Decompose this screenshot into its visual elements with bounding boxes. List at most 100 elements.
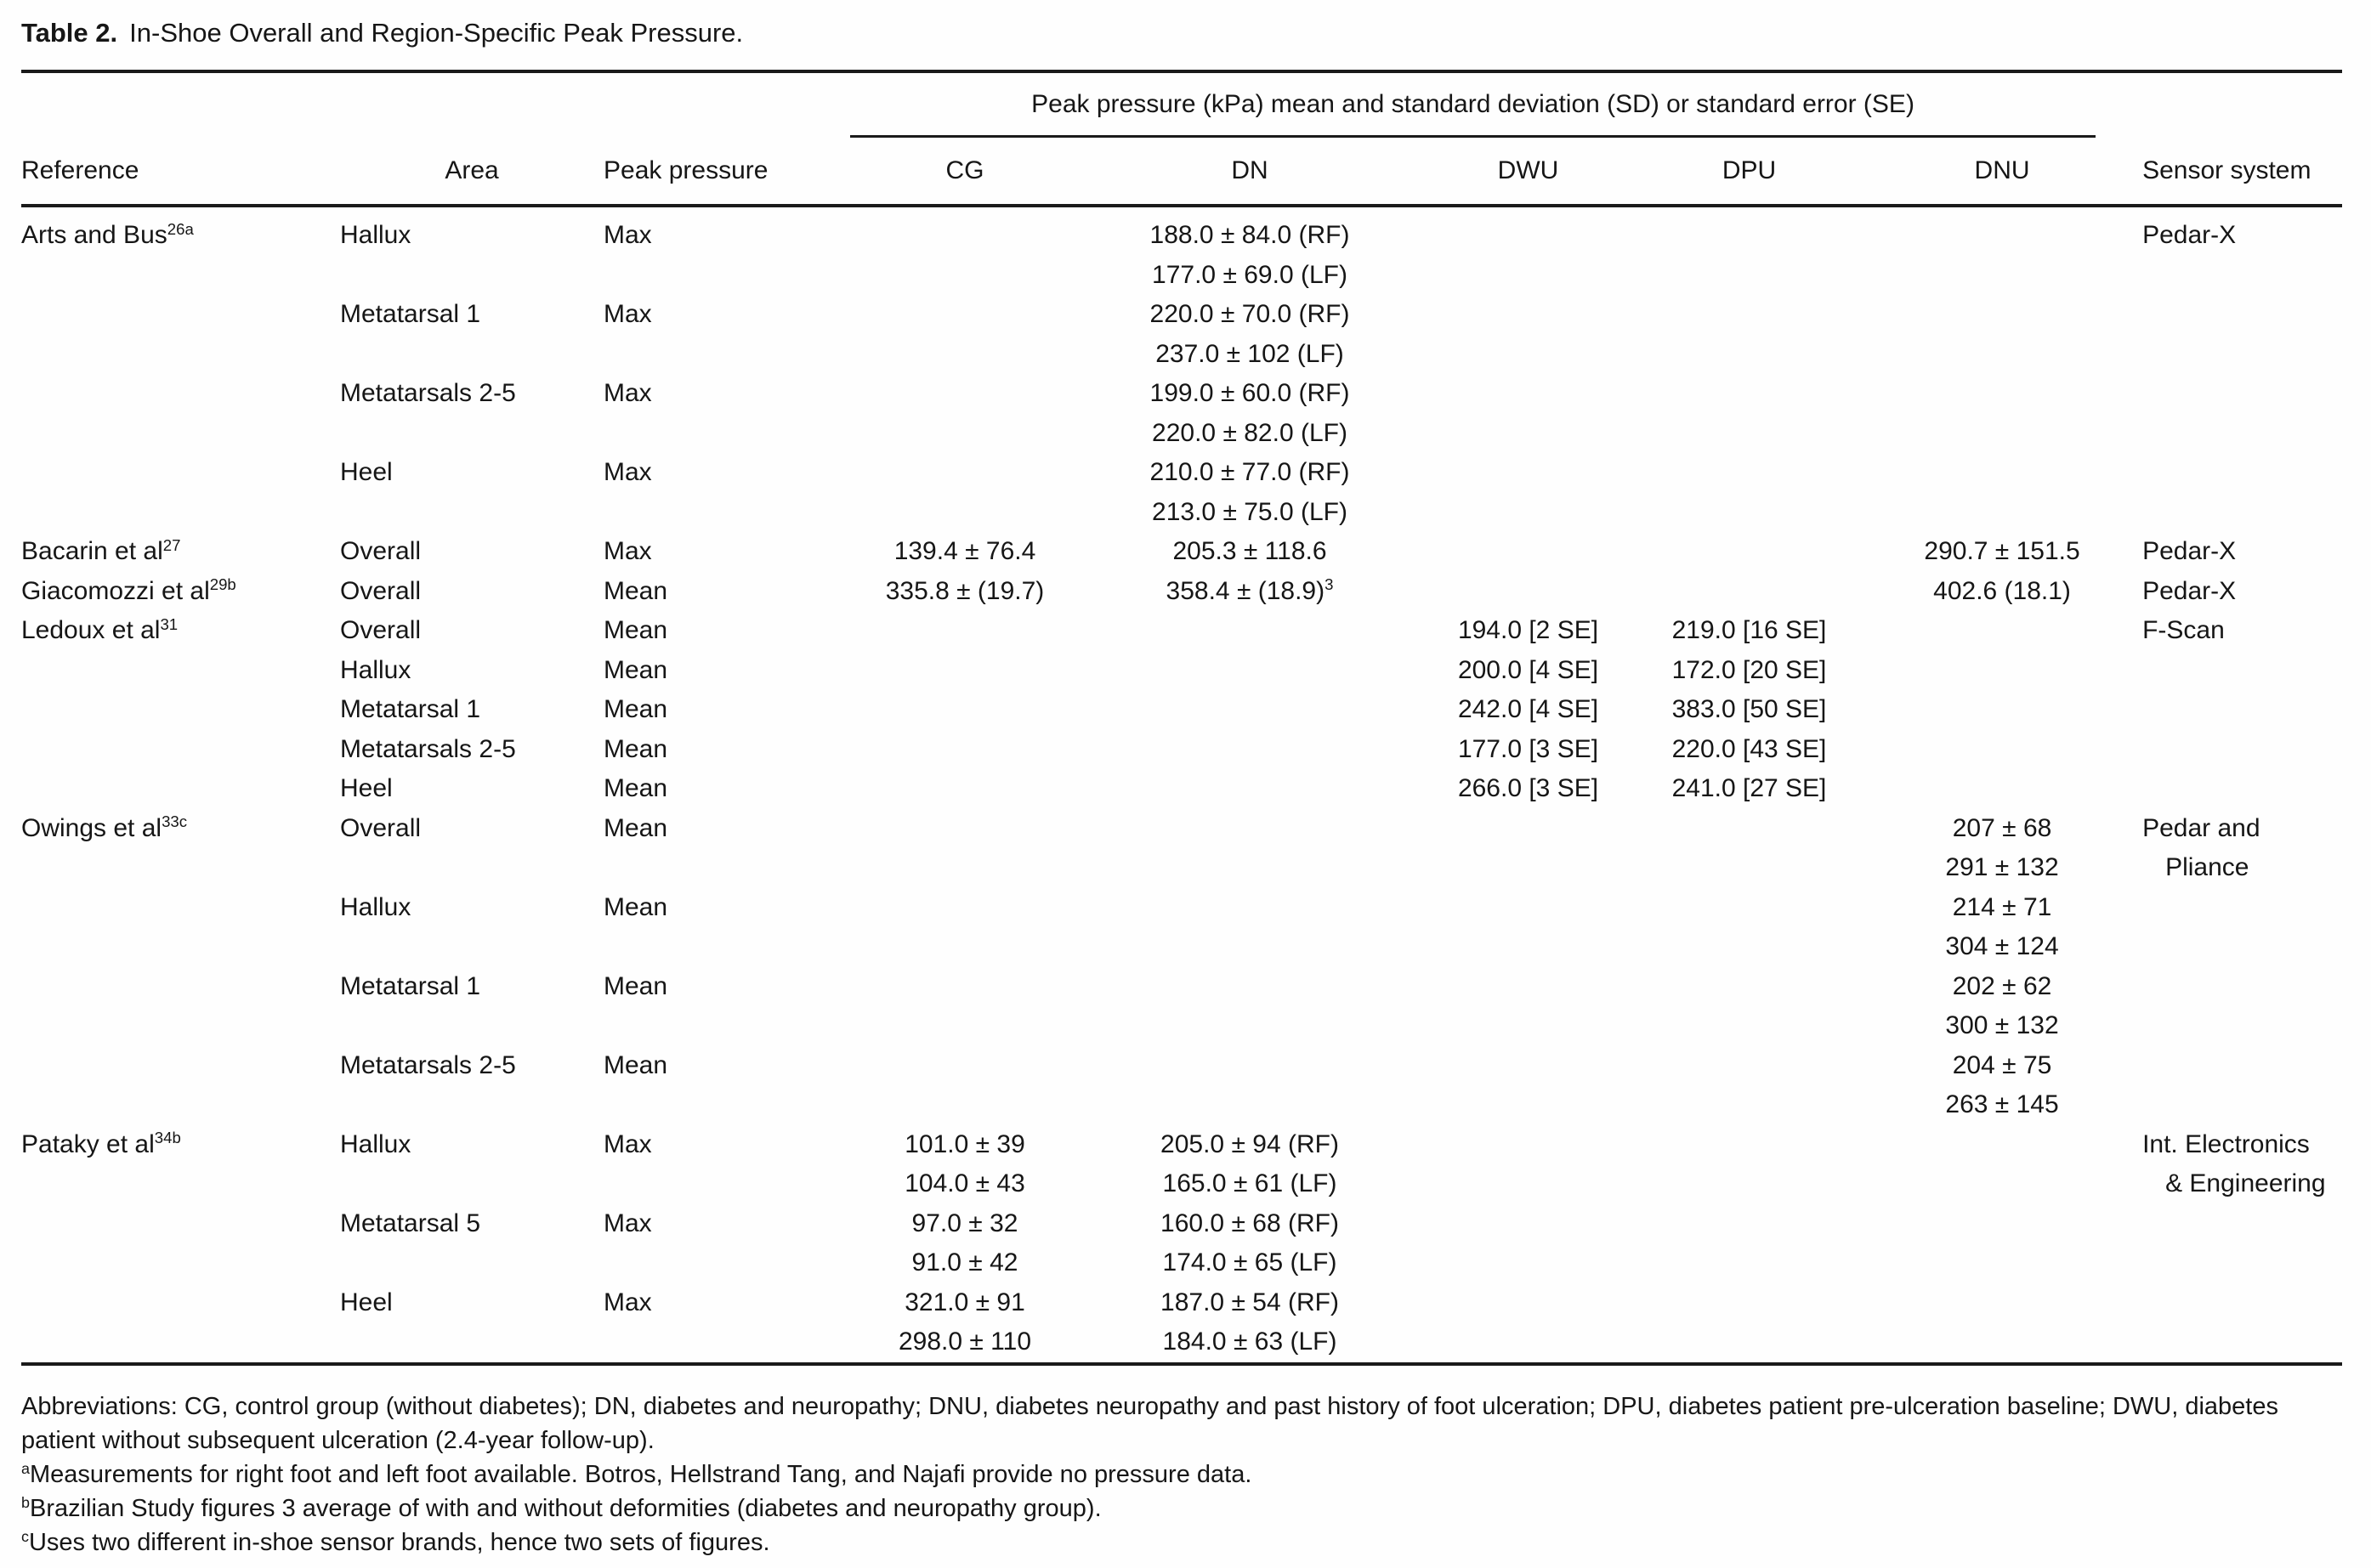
cell-peak: Mean [604,1046,850,1125]
cell-line: 101.0 ± 39 [905,1129,1025,1158]
cell-dpu [1636,453,1862,532]
cell-area: Hallux [340,888,604,967]
cell-line: 97.0 ± 32 [911,1209,1018,1237]
cell-cg [850,611,1080,651]
cell-line: Mean [604,576,668,605]
cell-sensor [2142,730,2342,770]
cell-dn [1080,967,1420,1046]
cell-cg: 139.4 ± 76.4 [850,532,1080,572]
table-row: Hallux Mean 214 ± 71 304 ± 124 [21,888,2342,967]
cell-sensor: F-Scan [2142,611,2342,651]
cell-dn: 160.0 ± 68 (RF) 174.0 ± 65 (LF) [1080,1204,1420,1283]
cell-ref [21,690,340,730]
table-row: Giacomozzi et al29b Overall Mean 335.8 ± (1… [21,572,2342,612]
column-header-cg: CG [850,138,1080,207]
cell-line: 241.0 [27 SE] [1671,774,1827,802]
cell-ref: Arts and Bus26a [21,206,340,295]
column-header-row: Reference Area Peak pressure CG DN DWU D… [21,138,2343,207]
cell-line: Giacomozzi et al29b [21,572,340,612]
cell-dpu [1636,967,1862,1046]
cell-line: Max [604,537,652,565]
cell-line: 290.7 ± 151.5 [1924,537,2080,565]
cell-line: 104.0 ± 43 [905,1169,1025,1197]
cell-line: Pedar-X [2142,537,2237,565]
table-row: Arts and Bus26a Hallux Max 188.0 ± 84.0 (RF… [21,206,2342,295]
cell-dwu [1420,967,1636,1046]
cell-line: 383.0 [50 SE] [1671,695,1827,723]
cell-line: 184.0 ± 63 (LF) [1162,1327,1337,1356]
table-row: Heel Max 321.0 ± 91 298.0 ± 110 187.0 ± 54 (… [21,1282,2343,1366]
cell-line: Int. Electronics [2142,1129,2310,1158]
cell-dn: 205.3 ± 118.6 [1080,532,1420,572]
cell-dnu: 290.7 ± 151.5 [1862,532,2142,572]
cell-dn [1080,651,1420,691]
cell-dwu: 266.0 [3 SE] [1420,769,1636,809]
cell-dnu [1862,730,2142,770]
cell-dnu [1862,1204,2142,1283]
cell-area: Metatarsal 5 [340,1204,604,1283]
cell-ref: Pataky et al34b [21,1125,340,1204]
cell-dwu [1420,295,1636,374]
cell-cg [850,651,1080,691]
cell-line: Mean [604,774,668,802]
cell-dn [1080,730,1420,770]
cell-dwu [1420,1282,1636,1366]
footnote-b-text: Brazilian Study figures 3 average of wit… [30,1494,1102,1522]
footnote-a: aMeasurements for right foot and left fo… [21,1458,2342,1492]
cell-dpu [1636,1282,1862,1366]
cell-peak: Mean [604,888,850,967]
cell-dpu [1636,888,1862,967]
cell-dwu [1420,1046,1636,1125]
cell-line: 213.0 ± 75.0 (LF) [1152,497,1347,526]
cell-sensor [2142,1204,2342,1283]
cell-line: 220.0 ± 70.0 (RF) [1149,300,1350,328]
cell-value: Giacomozzi et al [21,576,210,605]
cell-dwu [1420,888,1636,967]
cell-value-sup: 3 [1324,575,1334,594]
cell-line: 300 ± 132 [1945,1011,2059,1039]
cell-dnu: 214 ± 71 304 ± 124 [1862,888,2142,967]
cell-peak: Max [604,1125,850,1204]
cell-line: Overall [340,537,422,565]
cell-peak: Mean [604,967,850,1046]
cell-area: Metatarsal 1 [340,967,604,1046]
cell-dwu: 194.0 [2 SE] [1420,611,1636,651]
cell-value: Arts and Bus [21,221,167,249]
cell-line: Mean [604,1050,668,1079]
footnote-a-text: Measurements for right foot and left foo… [30,1460,1252,1488]
cell-line: 402.6 (18.1) [1933,576,2071,605]
cell-sensor [2142,1046,2342,1125]
citation-sup: 31 [160,614,179,633]
table-row: Hallux Mean 200.0 [4 SE] 172.0 [20 SE] [21,651,2342,691]
table-row: Bacarin et al27 Overall Max 139.4 ± 76.4 205… [21,532,2342,572]
cell-peak: Mean [604,769,850,809]
cell-peak: Max [604,1282,850,1366]
cell-dn [1080,888,1420,967]
cell-line: Max [604,379,652,407]
cell-cg: 101.0 ± 39 104.0 ± 43 [850,1125,1080,1204]
cell-area: Metatarsals 2-5 [340,374,604,453]
cell-line: 210.0 ± 77.0 (RF) [1149,458,1350,486]
cell-line: 200.0 [4 SE] [1457,655,1599,684]
pressure-table: Peak pressure (kPa) mean and standard de… [21,70,2343,1366]
cell-area: Metatarsals 2-5 [340,730,604,770]
cell-sensor [2142,690,2342,730]
cell-ref [21,888,340,967]
table-row: Pataky et al34b Hallux Max 101.0 ± 39 104.0 … [21,1125,2342,1204]
cell-line: Max [604,1288,652,1316]
cell-line: 242.0 [4 SE] [1457,695,1599,723]
cell-line: Mean [604,734,668,763]
cell-cg [850,295,1080,374]
cell-dn [1080,611,1420,651]
cell-sensor [2142,967,2342,1046]
cell-line: Bacarin et al27 [21,532,340,572]
cell-dnu [1862,1282,2143,1366]
cell-dwu [1420,453,1636,532]
cell-sensor: Pedar-X [2142,572,2342,612]
table-row: Metatarsals 2-5 Max 199.0 ± 60.0 (RF) 220.0… [21,374,2342,453]
cell-line: Pliance [2165,853,2249,881]
cell-dn: 187.0 ± 54 (RF) 184.0 ± 63 (LF) [1080,1282,1420,1366]
table-row: Heel Max 210.0 ± 77.0 (RF) 213.0 ± 75.0 (LF… [21,453,2342,532]
column-header-sensor-system: Sensor system [2142,138,2343,207]
